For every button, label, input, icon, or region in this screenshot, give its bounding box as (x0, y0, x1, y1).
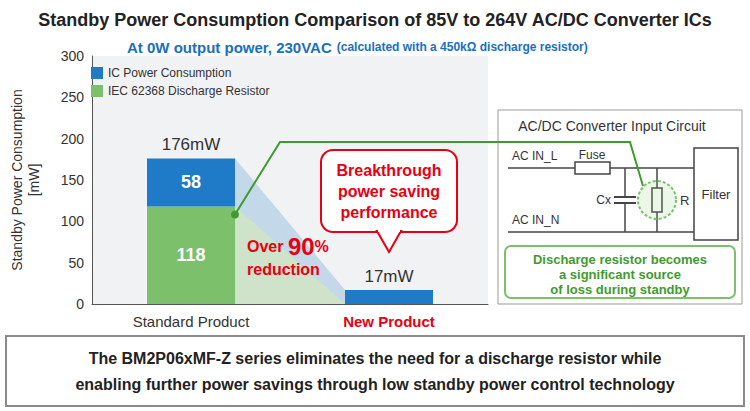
svg-text:58: 58 (181, 172, 201, 192)
svg-text:Filter: Filter (702, 187, 732, 202)
svg-text:of loss during standby: of loss during standby (550, 282, 690, 297)
svg-text:IC Power Consumption: IC Power Consumption (108, 66, 231, 80)
svg-text:New Product: New Product (343, 313, 435, 330)
svg-text:Discharge resistor becomes: Discharge resistor becomes (533, 252, 707, 267)
svg-text:300: 300 (61, 48, 85, 64)
svg-text:R: R (680, 193, 689, 208)
svg-text:Cx: Cx (596, 193, 611, 207)
svg-text:Fuse: Fuse (579, 148, 606, 162)
svg-text:AC IN_L: AC IN_L (512, 149, 558, 163)
svg-text:reduction: reduction (247, 261, 320, 278)
svg-text:0: 0 (76, 296, 84, 312)
svg-text:Standby Power Consumption Comp: Standby Power Consumption Comparison of … (38, 10, 711, 30)
svg-text:150: 150 (61, 172, 85, 188)
svg-text:176mW: 176mW (162, 135, 221, 154)
svg-text:At 0W output power, 230VAC: At 0W output power, 230VAC (127, 39, 332, 56)
svg-text:118: 118 (176, 245, 205, 265)
svg-text:Over: Over (247, 238, 288, 255)
svg-text:%: % (315, 238, 329, 255)
svg-text:a significant source: a significant source (559, 267, 681, 282)
svg-text:90: 90 (288, 233, 315, 260)
svg-text:The BM2P06xMF-Z series elimina: The BM2P06xMF-Z series eliminates the ne… (89, 350, 662, 367)
svg-text:Standard Product: Standard Product (133, 313, 251, 330)
svg-text:enabling further power savings: enabling further power savings through l… (75, 376, 674, 393)
svg-text:50: 50 (68, 255, 84, 271)
svg-text:[mW]: [mW] (26, 164, 42, 197)
svg-text:100: 100 (61, 213, 85, 229)
svg-text:Standby Power Consumption: Standby Power Consumption (9, 89, 25, 270)
svg-text:(calculated with a 450kΩ disch: (calculated with a 450kΩ discharge resis… (337, 40, 588, 54)
svg-text:AC IN_N: AC IN_N (512, 213, 559, 227)
svg-text:AC/DC Converter Input Circuit: AC/DC Converter Input Circuit (518, 118, 706, 134)
svg-text:IEC 62368 Discharge Resistor: IEC 62368 Discharge Resistor (108, 84, 269, 98)
svg-text:performance: performance (341, 204, 438, 221)
svg-text:200: 200 (61, 131, 85, 147)
svg-text:17mW: 17mW (364, 267, 413, 286)
svg-text:power saving: power saving (338, 183, 440, 200)
svg-text:Breakthrough: Breakthrough (337, 162, 442, 179)
svg-text:250: 250 (61, 89, 85, 105)
